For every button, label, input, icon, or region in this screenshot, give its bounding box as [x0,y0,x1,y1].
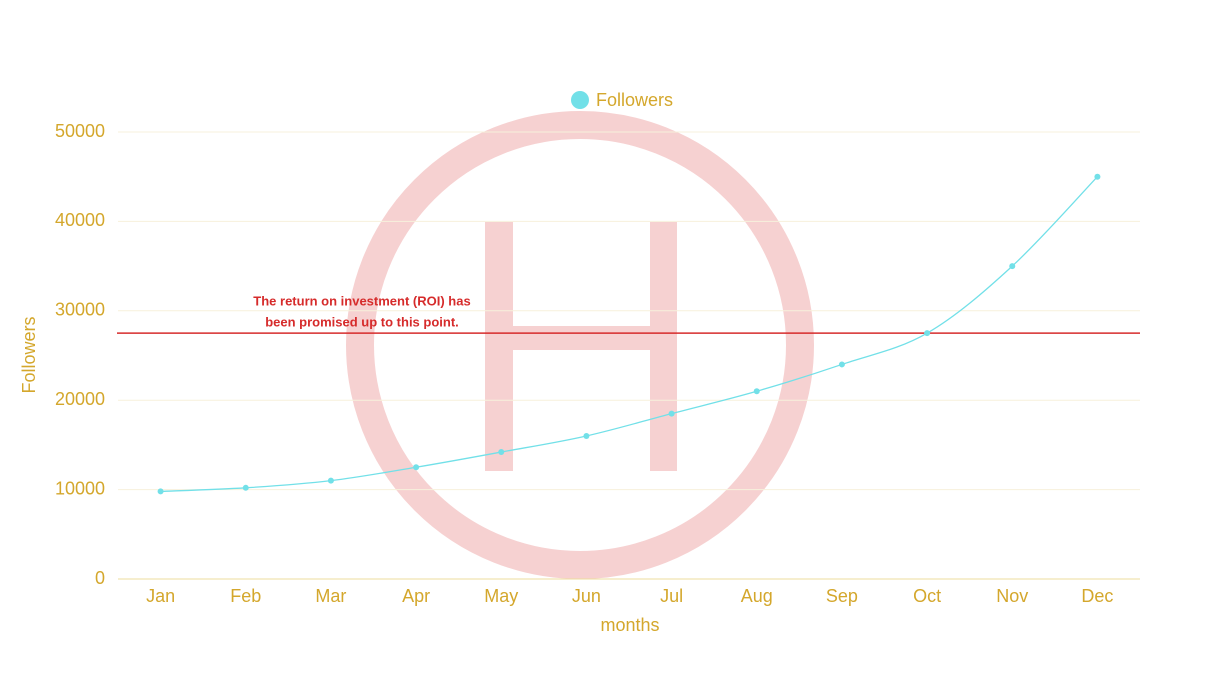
y-tick-label: 10000 [55,478,105,498]
grid [118,131,1140,580]
x-tick-label: Jun [572,586,601,606]
x-tick-label: Dec [1081,586,1113,606]
x-tick-label: Feb [230,586,261,606]
legend-label: Followers [596,90,673,110]
y-tick-label: 30000 [55,300,105,320]
annotation-text: The return on investment (ROI) has [253,293,470,308]
data-point [413,464,420,471]
x-tick-label: Sep [826,586,858,606]
data-point [1094,173,1101,180]
x-tick-label: Oct [913,586,941,606]
x-axis-label: months [600,615,659,635]
legend-swatch [571,91,589,109]
data-point [838,361,845,368]
x-tick-label: Apr [402,586,430,606]
x-tick-label: May [484,586,518,606]
y-tick-label: 40000 [55,210,105,230]
y-tick-label: 20000 [55,389,105,409]
x-tick-label: Jul [660,586,683,606]
x-tick-label: Nov [996,586,1028,606]
data-point [668,410,675,417]
x-tick-label: Jan [146,586,175,606]
data-point [242,484,249,491]
x-tick-label: Aug [741,586,773,606]
data-point [1009,263,1016,270]
x-tick-label: Mar [315,586,346,606]
data-point [157,488,164,495]
data-point [583,432,590,439]
series-line [160,176,1098,493]
data-point [924,330,931,337]
y-tick-label: 50000 [55,121,105,141]
data-point [498,449,505,456]
y-axis-label: Followers [19,316,39,393]
watermark [346,111,814,579]
annotation-text: been promised up to this point. [265,314,459,329]
data-point [753,388,760,395]
data-point [327,477,334,484]
y-tick-label: 0 [95,568,105,588]
